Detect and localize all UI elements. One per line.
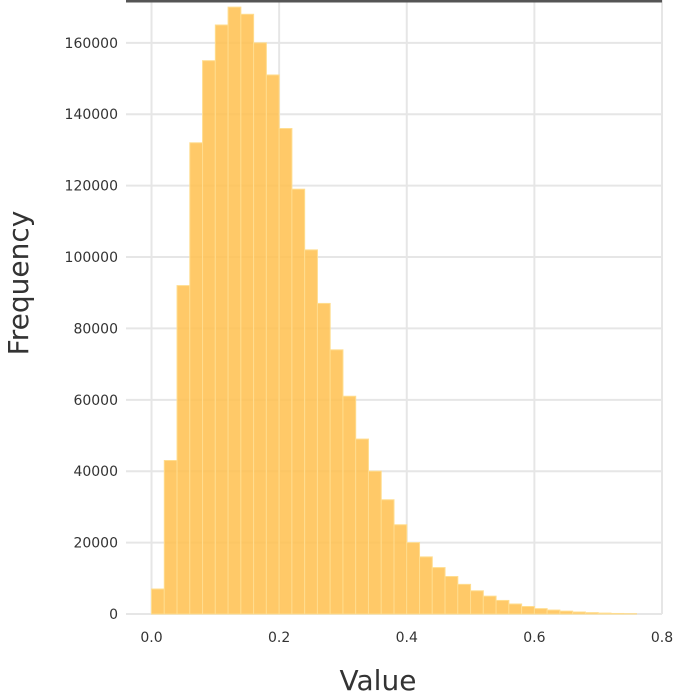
histogram-bar [330, 350, 343, 614]
y-tick-label: 160000 [65, 36, 118, 52]
histogram-bar [483, 596, 496, 614]
y-tick-label: 140000 [65, 107, 118, 123]
histogram-bar [394, 525, 407, 614]
histogram-bar [560, 611, 573, 614]
x-tick-label: 0.8 [651, 630, 673, 646]
histogram-bar [266, 75, 279, 614]
histogram-bar [279, 129, 292, 614]
x-tick-label: 0.2 [268, 630, 290, 646]
y-tick-label: 0 [109, 607, 118, 623]
histogram-bar [445, 577, 458, 614]
histogram-bar [598, 613, 611, 614]
histogram-bar [381, 500, 394, 614]
histogram-bar [356, 439, 369, 614]
histogram-bar [305, 250, 318, 614]
histogram-bar [190, 143, 203, 614]
histogram-bar [228, 7, 241, 614]
histogram-bar [368, 471, 381, 614]
y-tick-label: 100000 [65, 250, 118, 266]
histogram-bar [522, 607, 535, 614]
histogram-bar [471, 591, 484, 614]
histogram-bar [420, 557, 433, 614]
histogram-bar [343, 396, 356, 614]
x-tick-label: 0.6 [523, 630, 545, 646]
histogram-bar [203, 61, 216, 614]
x-tick-label: 0.4 [396, 630, 418, 646]
histogram-bar [432, 568, 445, 614]
histogram-bar [164, 461, 177, 615]
histogram-bar [611, 613, 624, 614]
histogram-bar [407, 543, 420, 614]
y-tick-label: 80000 [73, 321, 118, 337]
histogram-bar [573, 612, 586, 614]
x-axis-label: Value [340, 664, 417, 694]
histogram-bar [177, 286, 190, 614]
histogram-bar [547, 610, 560, 614]
histogram-bar [215, 25, 228, 614]
histogram-bar [292, 189, 305, 614]
histogram-bar [152, 589, 165, 614]
histogram-bar [534, 609, 547, 614]
histogram-bar [254, 43, 267, 614]
y-tick-label: 20000 [73, 536, 118, 552]
histogram-bar [241, 14, 254, 614]
histogram-bar [317, 303, 330, 614]
y-axis-label: Frequency [2, 211, 35, 356]
y-tick-label: 60000 [73, 393, 118, 409]
histogram-bar [458, 584, 471, 614]
histogram-bar [509, 604, 522, 614]
y-tick-label: 120000 [65, 179, 118, 195]
x-tick-label: 0.0 [140, 630, 162, 646]
histogram-bar [585, 613, 598, 614]
histogram-bar [496, 600, 509, 614]
y-tick-label: 40000 [73, 464, 118, 480]
